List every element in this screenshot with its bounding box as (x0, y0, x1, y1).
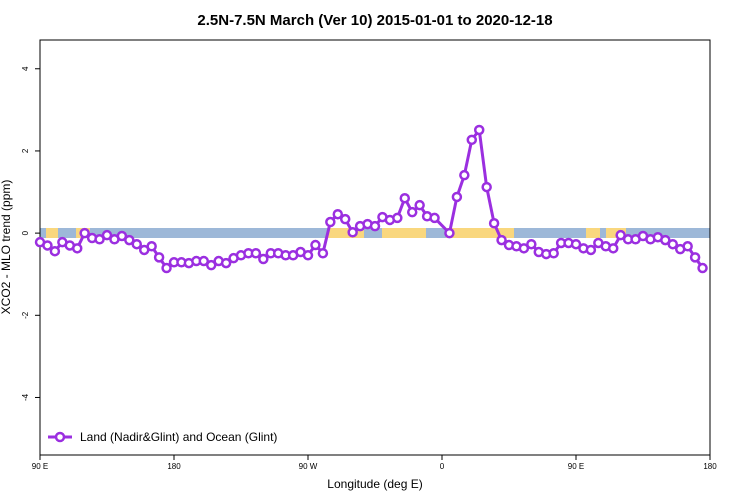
data-point (615, 229, 626, 241)
data-point (71, 243, 83, 254)
data-point (682, 241, 693, 252)
y-axis-label: XCO2 - MLO trend (ppm) (0, 180, 13, 315)
data-point (317, 248, 329, 259)
data-point (258, 253, 269, 265)
y-tick-label: 0 (21, 230, 30, 235)
data-point (459, 169, 470, 181)
x-tick-label: 0 (440, 462, 445, 471)
data-point (496, 234, 507, 246)
land-band (46, 228, 58, 238)
data-point (488, 218, 500, 229)
data-point (302, 250, 314, 261)
data-point (585, 244, 597, 256)
data-point (526, 238, 537, 250)
data-point (392, 212, 403, 224)
legend-label: Land (Nadir&Glint) and Ocean (Glint) (80, 430, 277, 444)
y-tick-label: -4 (21, 393, 30, 401)
data-point (451, 191, 463, 203)
x-tick-label: 90 E (568, 462, 584, 471)
data-point (198, 255, 210, 267)
data-point (205, 259, 217, 271)
data-point (399, 192, 411, 204)
data-point (325, 216, 336, 228)
data-point (667, 238, 679, 250)
data-point (347, 227, 358, 238)
land-band (446, 228, 514, 238)
data-point (473, 124, 485, 136)
data-point (153, 252, 165, 263)
data-point (429, 212, 440, 224)
x-axis-label: Longitude (deg E) (327, 477, 422, 491)
data-point (332, 208, 344, 220)
data-point (79, 227, 90, 239)
x-tick-label: 90 W (299, 462, 318, 471)
data-point (250, 248, 262, 259)
data-point (116, 230, 128, 242)
data-point (42, 240, 53, 251)
data-point (697, 262, 708, 274)
data-point (414, 199, 425, 211)
legend-marker (54, 431, 66, 443)
data-point (518, 243, 530, 254)
data-point (548, 248, 559, 259)
land-band (328, 228, 364, 238)
ocean-band (40, 228, 710, 238)
y-tick-label: -2 (21, 311, 30, 319)
land-band (586, 228, 600, 238)
data-point (660, 234, 671, 246)
plot-frame (39, 39, 711, 456)
land-band (382, 228, 426, 238)
data-point (124, 234, 135, 246)
data-point (101, 229, 113, 241)
chart-title: 2.5N-7.5N March (Ver 10) 2015-01-01 to 2… (197, 12, 552, 29)
data-point (220, 257, 232, 269)
data-point (689, 252, 701, 263)
data-point (131, 238, 143, 250)
data-point (94, 234, 105, 245)
data-point (161, 262, 172, 274)
data-point (444, 227, 455, 239)
data-point (570, 238, 582, 250)
data-point (310, 239, 321, 251)
x-tick-label: 180 (167, 462, 181, 471)
data-point (466, 134, 478, 146)
data-point (607, 243, 619, 254)
x-tick-label: 180 (703, 462, 717, 471)
data-point (49, 245, 61, 257)
data-point (146, 241, 157, 252)
data-point (481, 181, 492, 193)
data-point (369, 220, 381, 232)
data-point (339, 213, 351, 225)
y-tick-label: 4 (21, 66, 30, 71)
y-tick-label: 2 (21, 148, 30, 153)
data-point (406, 206, 418, 218)
x-tick-label: 90 E (32, 462, 48, 471)
